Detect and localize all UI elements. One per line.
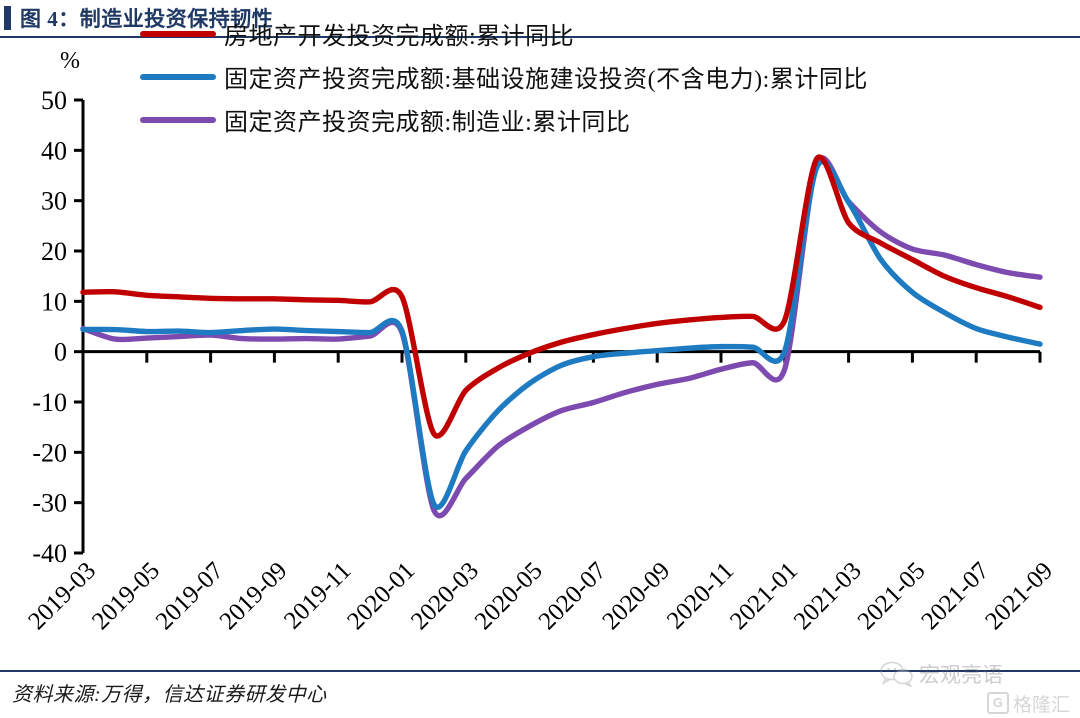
y-axis-unit-label: % (60, 48, 80, 74)
y-tick-label: 30 (41, 187, 67, 216)
y-axis-tick-labels: 50 40 30 20 10 0 -10 -20 -30 -40 (32, 86, 67, 568)
x-tick-label: 2020-03 (406, 557, 484, 635)
watermark-brand: G 格隆汇 (880, 690, 1070, 716)
title-accent-bar (4, 6, 11, 30)
chart-plot-area: 50 40 30 20 10 0 -10 -20 -30 -40 2019-03 2019-05 20… (0, 38, 1080, 678)
x-tick-label: 2021-01 (725, 557, 803, 635)
x-tick-label: 2021-07 (916, 557, 994, 635)
x-tick-label: 2019-09 (215, 557, 293, 635)
x-tick-label: 2021-09 (980, 557, 1058, 635)
y-tick-label: -20 (32, 438, 67, 467)
y-tick-label: 0 (54, 338, 67, 367)
brand-logo-mark: G (986, 692, 1009, 714)
x-tick-label: 2019-05 (87, 557, 165, 635)
x-tick-label: 2020-07 (534, 557, 612, 635)
legend-label-real-estate: 房地产开发投资完成额:累计同比 (224, 24, 575, 50)
footer-divider (0, 670, 1080, 672)
y-tick-label: 10 (41, 287, 67, 316)
x-tick-label: 2019-03 (23, 557, 101, 635)
legend-label-manufacturing: 固定资产投资完成额:制造业:累计同比 (224, 110, 631, 136)
x-tick-label: 2020-09 (597, 557, 675, 635)
y-tick-label: -30 (32, 489, 67, 518)
x-tick-label: 2019-11 (279, 557, 356, 634)
title-divider (0, 36, 1080, 38)
x-tick-label: 2020-11 (662, 557, 739, 634)
legend-item-manufacturing: 固定资产投资完成额:制造业:累计同比 (140, 98, 1070, 141)
legend-item-infrastructure: 固定资产投资完成额:基础设施建设投资(不含电力):累计同比 (140, 55, 1070, 98)
series-line-1 (80, 154, 1043, 439)
y-tick-label: 40 (41, 136, 67, 165)
x-tick-label: 2021-03 (789, 557, 867, 635)
chart-title-bar: 图 4：制造业投资保持韧性 (0, 0, 1080, 36)
chart-legend: 房地产开发投资完成额:累计同比 固定资产投资完成额:基础设施建设投资(不含电力)… (140, 12, 1070, 141)
y-tick-label: -10 (32, 388, 67, 417)
chart-series-lines (80, 154, 1043, 519)
series-line-2 (80, 159, 1043, 510)
legend-swatch-purple (140, 116, 216, 123)
x-tick-label: 2020-01 (342, 557, 420, 635)
x-tick-label: 2019-07 (151, 557, 229, 635)
y-tick-label: 50 (41, 86, 67, 115)
x-axis (81, 350, 1042, 363)
legend-label-infrastructure: 固定资产投资完成额:基础设施建设投资(不含电力):累计同比 (224, 67, 868, 93)
x-tick-label: 2020-05 (470, 557, 548, 635)
x-tick-label: 2021-05 (853, 557, 931, 635)
brand-logo-text: 格隆汇 (1012, 694, 1070, 716)
y-tick-label: 20 (41, 237, 67, 266)
legend-swatch-red (140, 30, 216, 37)
series-line-3 (80, 155, 1043, 519)
legend-swatch-blue (140, 73, 216, 80)
y-tick-label: -40 (32, 539, 67, 568)
x-axis-tick-labels: 2019-032019-052019-072019-092019-112020-… (23, 557, 1058, 635)
source-note: 资料来源:万得，信达证券研发中心 (12, 684, 327, 706)
page-title: 图 4：制造业投资保持韧性 (20, 7, 274, 31)
legend-item-real-estate: 房地产开发投资完成额:累计同比 (140, 12, 1070, 55)
